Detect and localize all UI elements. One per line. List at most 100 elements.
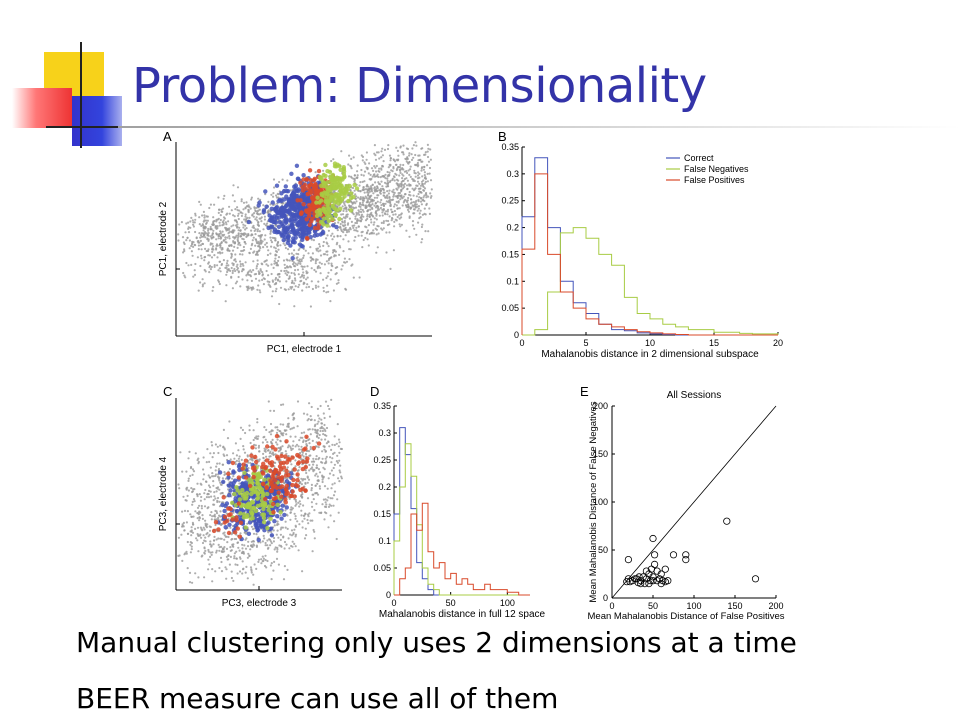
logo-red-square [12, 88, 72, 128]
panel-c-point-s0 [190, 534, 193, 537]
panel-a-point-s0 [379, 206, 382, 210]
panel-a-point-s0 [326, 250, 329, 253]
panel-a-point-s0 [366, 183, 369, 186]
panel-a-point-s0 [415, 184, 418, 187]
panel-a-point-s0 [216, 244, 219, 247]
panel-c-point-s0 [194, 572, 197, 575]
panel-c-point-s0 [195, 537, 198, 540]
panel-a-point-s0 [236, 209, 239, 212]
panel-c-point-s0 [241, 428, 244, 432]
panel-c-point-s0 [250, 540, 253, 543]
panel-a-point-s0 [177, 233, 180, 236]
panel-c-point-s0 [242, 448, 245, 451]
panel-c-point-s0 [250, 545, 254, 548]
panel-c-point-s0 [307, 515, 310, 518]
panel-a-point-s0 [376, 173, 379, 176]
panel-c-point-s0 [298, 523, 301, 526]
panel-c-point-s0 [339, 464, 342, 467]
panel-a-point-s0 [409, 175, 412, 178]
panel-a-point-s0 [407, 196, 410, 200]
panel-a-point-s0 [267, 211, 270, 214]
panel-c-point-s0 [188, 581, 192, 584]
panel-a-point-s0 [218, 233, 221, 236]
panel-a-point-s0 [267, 264, 270, 267]
panel-a-point-s0 [244, 220, 247, 223]
panel-c-point-s0 [196, 459, 199, 462]
panel-a-point-s1 [294, 212, 299, 218]
panel-a-point-s0 [402, 163, 405, 167]
panel-c-point-s0 [196, 526, 200, 529]
panel-a-point-s0 [201, 242, 204, 245]
panel-a-point-s0 [217, 280, 221, 283]
panel-c-point-s0 [328, 407, 331, 411]
panel-a-point-s0 [270, 239, 273, 242]
panel-c-point-s0 [298, 448, 301, 451]
panel-a-point-s0 [368, 178, 371, 181]
panel-a-point-s0 [193, 243, 196, 246]
panel-c-point-s0 [329, 514, 332, 517]
panel-c-point-s0 [237, 457, 240, 460]
panel-c-point-s0 [203, 547, 206, 550]
panel-a-point-s0 [416, 180, 420, 183]
panel-a-point-s0 [327, 245, 330, 248]
panel-c-point-s0 [306, 476, 309, 479]
panel-a-point-s0 [421, 213, 424, 216]
panel-a-point-s0 [285, 280, 288, 283]
panel-a-point-s0 [318, 266, 322, 269]
panel-a-point-s0 [191, 219, 194, 222]
panel-a-point-s0 [217, 269, 220, 272]
panel-a-point-s0 [285, 269, 288, 272]
panel-c-point-s0 [221, 491, 224, 495]
panel-a-point-s1 [286, 197, 292, 203]
panel-a-point-s0 [387, 219, 390, 223]
panel-a-point-s0 [250, 196, 253, 199]
panel-a-point-s3 [325, 223, 330, 228]
panel-a-point-s0 [360, 213, 364, 216]
panel-a-point-s0 [247, 287, 250, 290]
panel-a-point-s0 [426, 150, 429, 153]
panel-a-point-s0 [395, 146, 398, 149]
panel-a-point-s0 [366, 215, 369, 218]
panel-a-point-s1 [272, 227, 278, 232]
panel-c-point-s0 [190, 545, 193, 548]
panel-a-point-s0 [393, 176, 396, 179]
panel-a-point-s0 [391, 178, 394, 182]
panel-a-point-s0 [178, 223, 181, 226]
panel-c-point-s0 [207, 568, 210, 571]
panel-a-point-s0 [290, 252, 293, 255]
panel-c-point-s0 [225, 555, 228, 559]
panel-c-point-s0 [267, 400, 270, 403]
panel-c-point-s0 [203, 505, 207, 508]
panel-a-point-s3 [338, 167, 343, 172]
panel-a-point-s0 [403, 177, 406, 181]
panel-a-point-s0 [256, 219, 259, 222]
panel-c-point-s0 [282, 535, 285, 538]
panel-a-point-s0 [420, 147, 423, 150]
panel-a-point-s0 [399, 198, 402, 201]
panel-a-point-s0 [182, 271, 185, 275]
panel-c-point-s0 [298, 466, 301, 469]
panel-c-point-s0 [279, 533, 282, 536]
panel-c-point-s0 [324, 498, 327, 501]
panel-a-point-s0 [381, 154, 384, 157]
panel-c-point-s0 [213, 535, 216, 539]
panel-c-point-s0 [332, 466, 335, 470]
panel-a-point-s0 [376, 200, 379, 203]
panel-a-point-s0 [389, 198, 392, 201]
panel-a-point-s0 [357, 212, 360, 215]
panel-c-point-s0 [321, 450, 324, 453]
panel-a-point-s0 [337, 279, 340, 282]
panel-a-point-s0 [416, 174, 420, 177]
panel-a-point-s0 [402, 174, 405, 177]
panel-a-point-s0 [235, 280, 239, 283]
panel-c-point-s0 [181, 525, 184, 528]
panel-a-point-s0 [191, 254, 194, 257]
panel-a-point-s0 [211, 247, 214, 250]
panel-a-point-s0 [414, 201, 417, 204]
panel-a-point-s0 [234, 253, 237, 256]
panel-a-point-s0 [194, 230, 197, 234]
panel-a-point-s0 [238, 253, 242, 256]
panel-a-point-s0 [253, 206, 256, 209]
panel-c-point-s0 [269, 544, 272, 547]
panel-c-point-s0 [188, 571, 192, 575]
